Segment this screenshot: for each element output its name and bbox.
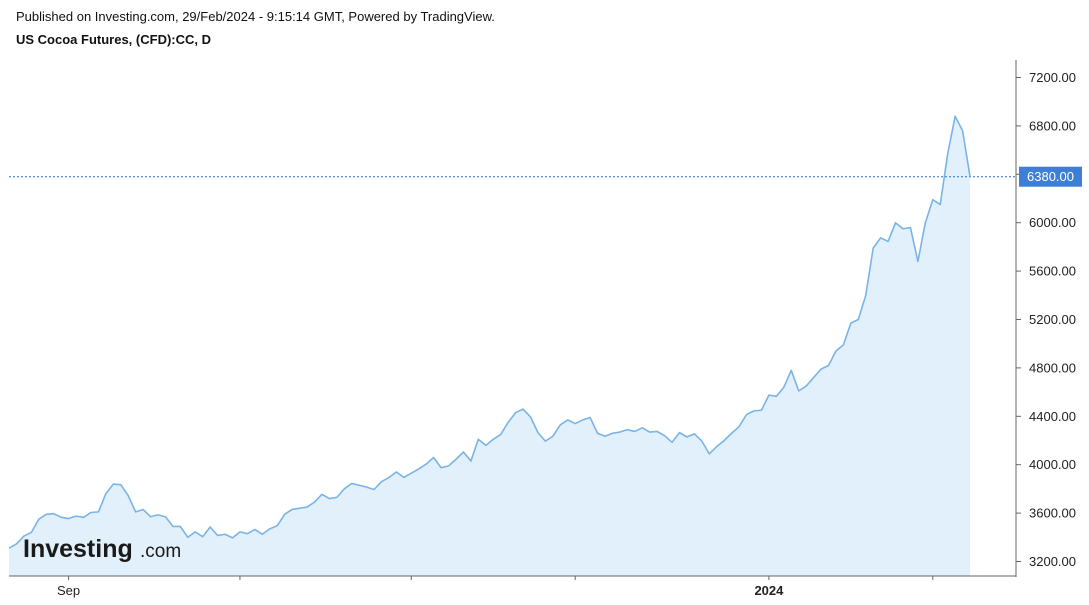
y-tick-label: 5200.00 <box>1029 312 1076 327</box>
logo-suffix: .com <box>140 541 181 562</box>
area-layer <box>8 115 1016 576</box>
x-tick-label: 2024 <box>754 583 784 598</box>
x-tick-label: Sep <box>57 583 80 598</box>
price-line <box>8 115 971 549</box>
x-axis: Sep 2024 <box>9 575 1016 598</box>
investing-logo: Investing .com <box>23 535 181 563</box>
price-area <box>9 116 971 576</box>
y-tick-label: 6800.00 <box>1029 118 1076 133</box>
current-price-tag <box>1019 166 1082 187</box>
y-tick-label: 4000.00 <box>1029 457 1076 472</box>
y-tick-label: 6000.00 <box>1029 215 1076 230</box>
y-tick-label: 3600.00 <box>1029 506 1076 521</box>
y-axis: 7200.006800.006400.006000.005600.005200.… <box>1015 60 1082 577</box>
y-tick-label: 4800.00 <box>1029 360 1076 375</box>
logo-text: Investing <box>23 535 133 563</box>
chart-title: US Cocoa Futures, (CFD):CC, D <box>16 32 211 47</box>
published-note: Published on Investing.com, 29/Feb/2024 … <box>16 9 495 24</box>
y-tick-label: 7200.00 <box>1029 70 1076 85</box>
y-tick-label: 3200.00 <box>1029 554 1076 569</box>
y-tick-label: 4400.00 <box>1029 409 1076 424</box>
y-tick-label: 5600.00 <box>1029 264 1076 279</box>
current-price-label: 6380.00 <box>1027 169 1074 184</box>
